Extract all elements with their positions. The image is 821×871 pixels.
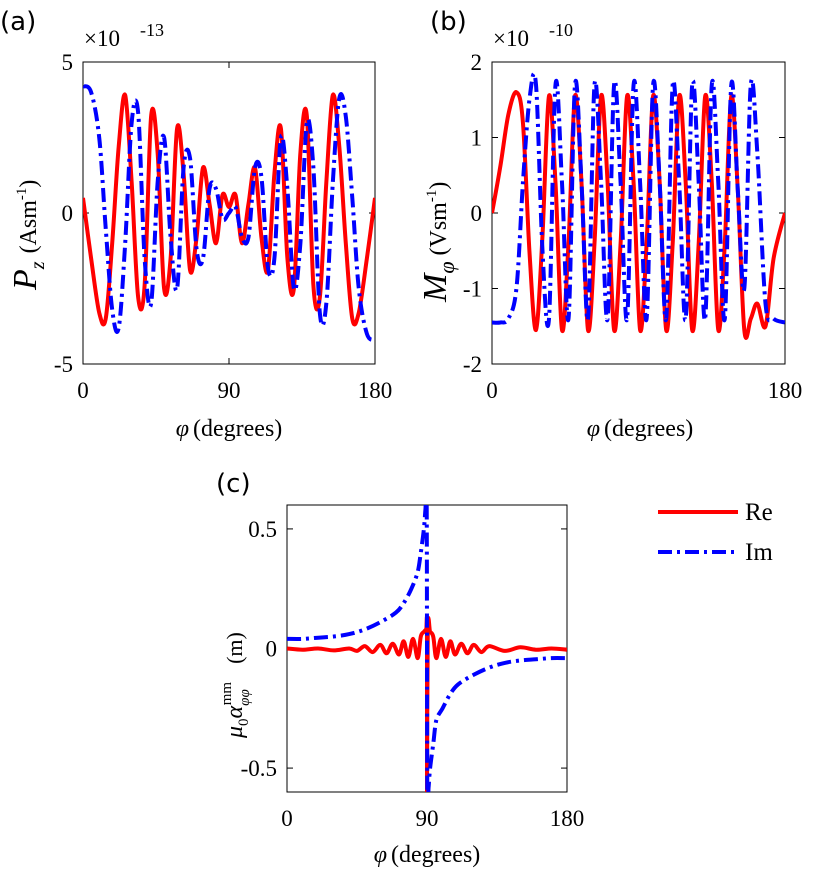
ytick-label-c: -0.5 bbox=[241, 756, 277, 781]
ylabel-a: Pz (Asm-1) bbox=[7, 180, 49, 291]
ytick-label-a: 0 bbox=[62, 201, 74, 226]
xlabel-c: φ (degrees) bbox=[374, 842, 481, 868]
ylabel-c-unit: (m) bbox=[222, 632, 247, 664]
xlabel-a-symbol: φ bbox=[176, 416, 189, 442]
xlabel-c-unit: (degrees) bbox=[391, 842, 480, 868]
ylabel-c-sub: φφ bbox=[237, 689, 253, 706]
curves-a bbox=[83, 84, 375, 342]
ylabel-b: Mφ (Vsm-1) bbox=[417, 182, 459, 303]
multiplier-a-base: ×10 bbox=[84, 26, 120, 51]
xtick-label-a: 180 bbox=[358, 378, 393, 403]
ytick-label-b: -1 bbox=[463, 277, 482, 302]
ylabel-a-exp: -1 bbox=[14, 188, 30, 201]
ylabel-c-mu-sub: 0 bbox=[236, 718, 252, 726]
ylabel-c-mu: μ bbox=[222, 726, 248, 739]
ticks-b: 210-1-20 180 bbox=[463, 50, 802, 403]
ylabel-a-unit: (Asm bbox=[16, 200, 42, 254]
ticks-c: 0.50-0.50 90 180 bbox=[241, 505, 585, 831]
ylabel-b-exp: -1 bbox=[424, 190, 440, 203]
svg-text:φ(degrees): φ (degrees) bbox=[587, 416, 694, 442]
xlabel-b-unit: (degrees) bbox=[604, 416, 693, 442]
ylabel-b-sub: φ bbox=[434, 262, 459, 274]
multiplier-b-exp: -10 bbox=[549, 20, 573, 40]
panel-label-b: (b) bbox=[430, 7, 467, 37]
legend: Re Im bbox=[658, 499, 773, 566]
ytick-label-b: -2 bbox=[463, 352, 482, 377]
ylabel-b-symbol: M bbox=[417, 272, 454, 303]
ytick-label-b: 2 bbox=[471, 50, 483, 75]
ylabel-c: μ0αφφmm (m) bbox=[219, 632, 253, 739]
ylabel-a-sub: z bbox=[27, 261, 49, 270]
curves-b bbox=[492, 71, 785, 340]
xlabel-b-symbol: φ bbox=[587, 416, 600, 442]
xlabel-a: φ (degrees) bbox=[176, 416, 283, 442]
ylabel-c-sup: mm bbox=[219, 682, 235, 706]
panel-label-a: (a) bbox=[0, 7, 36, 37]
ylabel-a-close: ) bbox=[16, 180, 42, 188]
svg-text:Pz(Asm-1): Pz (Asm-1) bbox=[7, 180, 49, 291]
svg-text:φ(degrees): φ (degrees) bbox=[374, 842, 481, 868]
ytick-label-a: 5 bbox=[62, 50, 74, 75]
panel-label-c: (c) bbox=[216, 469, 251, 499]
ytick-label-b: 1 bbox=[471, 126, 483, 151]
ylabel-b-unit: (Vsm bbox=[426, 202, 452, 256]
xlabel-a-unit: (degrees) bbox=[193, 416, 282, 442]
series-im-b bbox=[492, 71, 785, 328]
panel-a: (a) ×10 -13 Pz(Asm-1) 50-50 90 180 φ (degre… bbox=[0, 7, 392, 442]
ytick-label-c: 0.5 bbox=[248, 517, 277, 542]
panel-b: (b) ×10 -10 Mφ(Vsm-1) 210-1-20 180 φ (degr… bbox=[417, 7, 802, 442]
multiplier-b-base: ×10 bbox=[493, 26, 529, 51]
xlabel-b: φ (degrees) bbox=[587, 416, 694, 442]
legend-label-im: Im bbox=[745, 539, 773, 566]
ytick-label-b: 0 bbox=[471, 201, 483, 226]
ytick-label-a: -5 bbox=[54, 352, 73, 377]
ticks-a: 50-50 90 180 bbox=[54, 50, 392, 403]
ytick-label-c: 0 bbox=[266, 637, 278, 662]
legend-label-re: Re bbox=[745, 499, 773, 526]
xlabel-c-symbol: φ bbox=[374, 842, 387, 868]
series-im-c bbox=[287, 505, 567, 792]
curves-c bbox=[287, 505, 567, 792]
xtick-label-a: 0 bbox=[77, 378, 89, 403]
multiplier-a: ×10 -13 bbox=[84, 20, 164, 51]
xtick-label-c: 180 bbox=[550, 806, 585, 831]
svg-text:Mφ(Vsm-1): Mφ (Vsm-1) bbox=[417, 182, 459, 303]
svg-text:μ0αφφmm(m): μ0αφφmm (m) bbox=[219, 632, 253, 739]
panel-c: (c) μ0αφφmm(m) 0.50-0.50 90 180 φ (degrees) bbox=[216, 469, 584, 868]
series-re-b bbox=[492, 90, 785, 340]
xtick-label-a: 90 bbox=[218, 378, 241, 403]
xtick-label-b: 0 bbox=[486, 378, 498, 403]
multiplier-b: ×10 -10 bbox=[493, 20, 573, 51]
series-im-a bbox=[83, 84, 375, 342]
multiplier-a-exp: -13 bbox=[140, 20, 164, 40]
ylabel-b-close: ) bbox=[426, 182, 452, 190]
xtick-label-c: 0 bbox=[281, 806, 293, 831]
svg-text:φ(degrees): φ (degrees) bbox=[176, 416, 283, 442]
xtick-label-c: 90 bbox=[416, 806, 439, 831]
series-re-a bbox=[83, 92, 375, 327]
xtick-label-b: 180 bbox=[768, 378, 803, 403]
ylabel-a-symbol: P bbox=[7, 269, 44, 291]
ylabel-c-alpha: α bbox=[222, 705, 248, 718]
